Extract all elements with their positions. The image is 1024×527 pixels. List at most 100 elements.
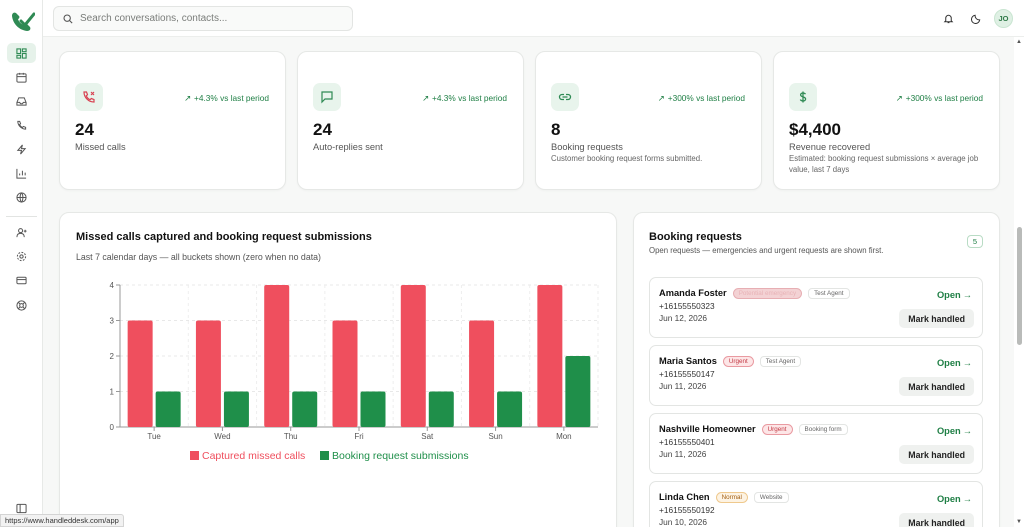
y-tick-label: 3 — [110, 317, 115, 326]
calendar-icon — [16, 72, 27, 83]
chart-title: Missed calls captured and booking reques… — [76, 231, 372, 243]
priority-badge: Potential emergency — [732, 288, 803, 299]
request-name: Nashville Homeowner — [659, 424, 756, 434]
panel-toggle-icon — [16, 503, 27, 513]
dashboard-icon — [16, 47, 27, 59]
credit-card-icon — [16, 276, 27, 284]
stat-icon-wrapper — [789, 83, 817, 111]
search-input[interactable] — [80, 13, 340, 24]
nav-billing[interactable] — [7, 270, 36, 290]
nav-dashboard[interactable] — [7, 43, 36, 63]
open-request-link[interactable]: Open → — [937, 358, 972, 368]
arrow-right-icon: → — [962, 494, 972, 504]
notifications-button[interactable] — [941, 11, 955, 25]
request-name-row: Linda Chen Normal Website — [659, 492, 789, 503]
bar-captured-missed-calls — [537, 285, 563, 427]
legend-swatch — [190, 451, 199, 460]
page-scrollbar[interactable]: ▲ ▼ — [1014, 37, 1024, 527]
y-tick-label: 1 — [110, 388, 115, 397]
open-request-link[interactable]: Open → — [937, 290, 972, 300]
booking-request-item[interactable]: Linda Chen Normal Website +16155550192 Jun… — [649, 481, 983, 527]
app-logo[interactable] — [9, 8, 35, 34]
booking-request-item[interactable]: Maria Santos Urgent Test Agent +1615555014… — [649, 345, 983, 406]
open-label: Open — [936, 426, 961, 436]
open-request-link[interactable]: Open → — [937, 494, 972, 504]
phone-icon — [17, 120, 27, 130]
nav-settings[interactable] — [7, 246, 36, 266]
mark-handled-button[interactable]: Mark handled — [899, 309, 974, 328]
trend-up-icon: ↗ — [184, 93, 192, 103]
legend-swatch — [320, 451, 329, 460]
bookings-count-badge: 5 — [967, 235, 983, 248]
search-bar[interactable] — [53, 6, 353, 31]
lightning-icon — [16, 144, 27, 154]
trend-text: +4.3% vs last period — [194, 93, 269, 103]
trend-text: +300% vs last period — [667, 93, 745, 103]
trend-text: +300% vs last period — [905, 93, 983, 103]
request-phone: +16155550147 — [659, 369, 715, 379]
sidebar-divider — [6, 216, 37, 217]
nav-inbox[interactable] — [7, 91, 36, 111]
x-tick-label: Mon — [556, 432, 572, 441]
chart-subtitle: Last 7 calendar days — all buckets shown… — [76, 252, 321, 262]
request-phone: +16155550401 — [659, 437, 715, 447]
nav-calendar[interactable] — [7, 67, 36, 87]
source-badge: Test Agent — [808, 288, 850, 299]
nav-automations[interactable] — [7, 139, 36, 159]
request-date: Jun 10, 2026 — [659, 517, 707, 527]
request-phone: +16155550323 — [659, 301, 715, 311]
scroll-up-icon[interactable]: ▲ — [1016, 39, 1022, 45]
status-bar-url: https://www.handleddesk.com/app — [0, 514, 124, 527]
theme-toggle-button[interactable] — [969, 11, 983, 25]
x-tick-label: Thu — [284, 432, 298, 441]
bar-booking-submissions — [223, 391, 249, 427]
bar-captured-missed-calls — [469, 320, 495, 427]
bar-captured-missed-calls — [264, 285, 290, 427]
request-date: Jun 11, 2026 — [659, 381, 707, 391]
y-tick-label: 0 — [110, 423, 115, 432]
nav-team[interactable] — [7, 222, 36, 242]
stat-value: 24 — [75, 120, 94, 139]
stat-card-missed-calls: ↗ +4.3% vs last period 24 Missed calls — [59, 51, 286, 190]
bar-booking-submissions — [360, 391, 386, 427]
stat-description: Estimated: booking request submissions ×… — [789, 154, 979, 174]
x-tick-label: Sun — [488, 432, 502, 441]
sidebar-toggle[interactable] — [7, 498, 36, 518]
legend-label: Booking request submissions — [332, 450, 469, 462]
bar-chart-icon — [16, 168, 27, 179]
request-name: Amanda Foster — [659, 288, 727, 298]
priority-badge: Urgent — [722, 356, 754, 367]
avatar[interactable]: JO — [994, 9, 1013, 28]
bar-booking-submissions — [497, 391, 523, 427]
stat-label: Auto-replies sent — [313, 142, 383, 152]
arrow-right-icon: → — [962, 358, 972, 368]
priority-badge: Normal — [715, 492, 748, 503]
nav-calls[interactable] — [7, 115, 36, 135]
source-badge: Website — [753, 492, 789, 503]
request-phone: +16155550192 — [659, 505, 715, 515]
nav-website[interactable] — [7, 187, 36, 207]
nav-help[interactable] — [7, 295, 36, 315]
arrow-right-icon: → — [962, 290, 972, 300]
trend-indicator: ↗ +4.3% vs last period — [184, 93, 269, 103]
trend-indicator: ↗ +300% vs last period — [658, 93, 745, 103]
stat-value: 24 — [313, 120, 332, 139]
trend-up-icon: ↗ — [657, 93, 665, 103]
request-name-row: Nashville Homeowner Urgent Booking form — [659, 424, 848, 435]
stat-label: Booking requests — [551, 142, 623, 152]
mark-handled-button[interactable]: Mark handled — [899, 445, 974, 464]
help-icon — [16, 299, 27, 311]
booking-request-item[interactable]: Nashville Homeowner Urgent Booking form +1… — [649, 413, 983, 474]
stat-icon-wrapper — [313, 83, 341, 111]
priority-badge: Urgent — [761, 424, 793, 435]
scroll-thumb[interactable] — [1017, 227, 1022, 345]
nav-analytics[interactable] — [7, 163, 36, 183]
booking-request-item[interactable]: Amanda Foster Potential emergency Test Age… — [649, 277, 983, 338]
scroll-down-icon[interactable]: ▼ — [1016, 519, 1022, 525]
mark-handled-button[interactable]: Mark handled — [899, 377, 974, 396]
open-request-link[interactable]: Open → — [937, 426, 972, 436]
stat-icon-wrapper — [551, 83, 579, 111]
bar-captured-missed-calls — [332, 320, 358, 427]
mark-handled-button[interactable]: Mark handled — [899, 513, 974, 527]
chart-card: Missed calls captured and booking reques… — [59, 212, 617, 527]
